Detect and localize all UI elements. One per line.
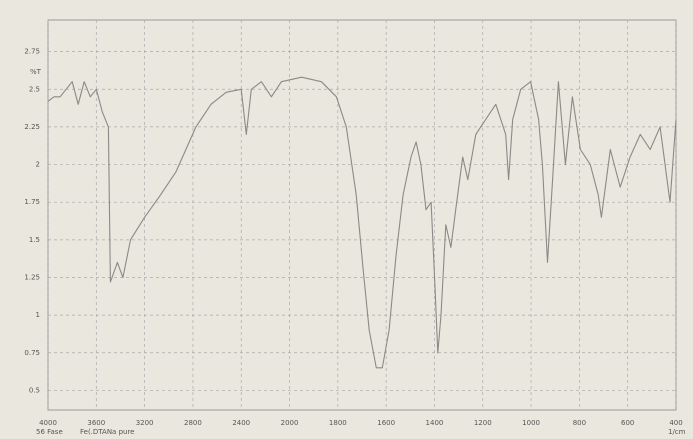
y-tick-label: 1.25: [24, 273, 40, 281]
x-tick-label: 2800: [184, 419, 202, 427]
note: Fe(.DTANa pure: [80, 428, 134, 436]
x-tick-label: 1600: [377, 419, 395, 427]
paper: [0, 0, 693, 439]
x-tick-label: 1000: [522, 419, 540, 427]
y-tick-label: 1.75: [24, 198, 40, 206]
x-tick-label: 1200: [474, 419, 492, 427]
x-tick-label: 3200: [136, 419, 154, 427]
note: 56 Fase: [36, 428, 63, 436]
chart: %T 1/cm 0.5 0.75 1 1.25 1.5 1.75 2 2.25 2.5 2.75 4…: [0, 0, 693, 439]
y-tick-label: 0.5: [29, 386, 40, 394]
x-tick-label: 600: [621, 419, 634, 427]
y-tick-label: 0.75: [24, 349, 40, 357]
y-tick-label: 2.75: [24, 48, 40, 56]
x-tick-label: 2400: [232, 419, 250, 427]
x-tick-label: 3600: [87, 419, 105, 427]
x-tick-label: 800: [573, 419, 586, 427]
x-tick-label: 400: [669, 419, 682, 427]
y-tick-label: 2: [36, 161, 40, 169]
x-tick-label: 1400: [426, 419, 444, 427]
x-tick-label: 4000: [39, 419, 57, 427]
x-axis-label: 1/cm: [668, 428, 686, 436]
y-tick-label: 1.5: [29, 236, 40, 244]
x-tick-label: 2000: [281, 419, 299, 427]
y-tick-label: 2.25: [24, 123, 40, 131]
y-tick-label: 1: [36, 311, 40, 319]
y-axis-label: %T: [30, 68, 42, 76]
y-tick-label: 2.5: [29, 85, 40, 93]
x-tick-label: 1800: [329, 419, 347, 427]
